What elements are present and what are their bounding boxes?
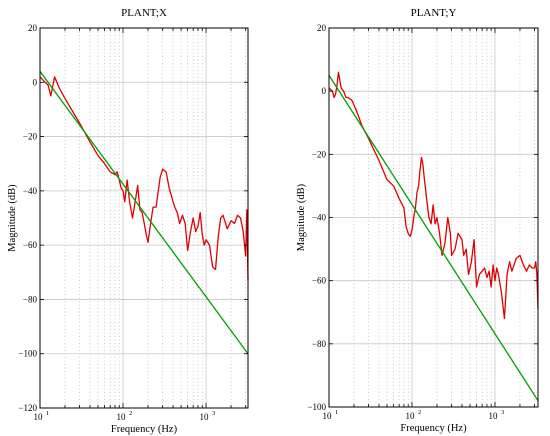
chart-2-x-tick-exponent: 2: [418, 409, 421, 416]
chart-2-y-tick-label: 0: [322, 86, 327, 96]
chart-1-x-tick-label: 10: [117, 412, 127, 422]
chart-2-y-tick-label: −60: [312, 276, 327, 286]
chart-2-x-tick-exponent: 3: [501, 409, 504, 416]
chart-1-y-tick-label: −40: [23, 186, 38, 196]
chart-2-y-tick-label: 20: [317, 23, 327, 33]
chart-1-x-tick-exponent: 2: [129, 410, 132, 417]
chart-1-x-tick-exponent: 3: [212, 410, 215, 417]
chart-2-x-tick-label: 10: [405, 411, 415, 421]
chart-1-y-tick-label: −60: [23, 240, 38, 250]
chart-1-y-tick-label: −120: [18, 403, 37, 413]
chart-2-x-tick-exponent: 1: [335, 409, 338, 416]
chart-2-y-tick-label: −20: [312, 149, 327, 159]
chart-1-x-tick-label: 10: [200, 412, 210, 422]
chart-1-series-1-line: [39, 76, 249, 281]
chart-2-series-1-line: [328, 71, 539, 320]
chart-1-x-tick-exponent: 1: [46, 410, 49, 417]
chart-2-x-tick-label: 10: [323, 411, 333, 421]
chart-1-title: PLANT;X: [121, 7, 167, 19]
chart-2-y-tick-label: −40: [312, 213, 327, 223]
chart-2-title: PLANT;Y: [411, 7, 457, 19]
chart-1-y-tick-label: −80: [23, 294, 38, 304]
chart-1-series-2-line: [39, 71, 249, 355]
chart-2-y-tick-label: −80: [312, 339, 327, 349]
chart-1-y-axis-label: Magnitude (dB): [7, 184, 18, 252]
chart-1-y-tick-label: 0: [33, 77, 38, 87]
chart-2-x-axis-label: Frequency (Hz): [400, 423, 467, 434]
chart-1-x-axis-label: Frequency (Hz): [111, 424, 178, 435]
chart-1-plot-frame: [39, 27, 249, 409]
chart-2-y-axis-label: Magnitude (dB): [296, 183, 307, 251]
chart-1-y-tick-label: −100: [18, 349, 37, 359]
chart-1-x-tick-label: 10: [34, 412, 44, 422]
chart-1-y-tick-label: 20: [28, 23, 38, 33]
chart-2-x-tick-label: 10: [488, 411, 498, 421]
chart-1-y-tick-label: −20: [23, 132, 38, 142]
chart-2-series-2-line: [328, 75, 539, 402]
chart-2-y-tick-label: −100: [307, 402, 326, 412]
